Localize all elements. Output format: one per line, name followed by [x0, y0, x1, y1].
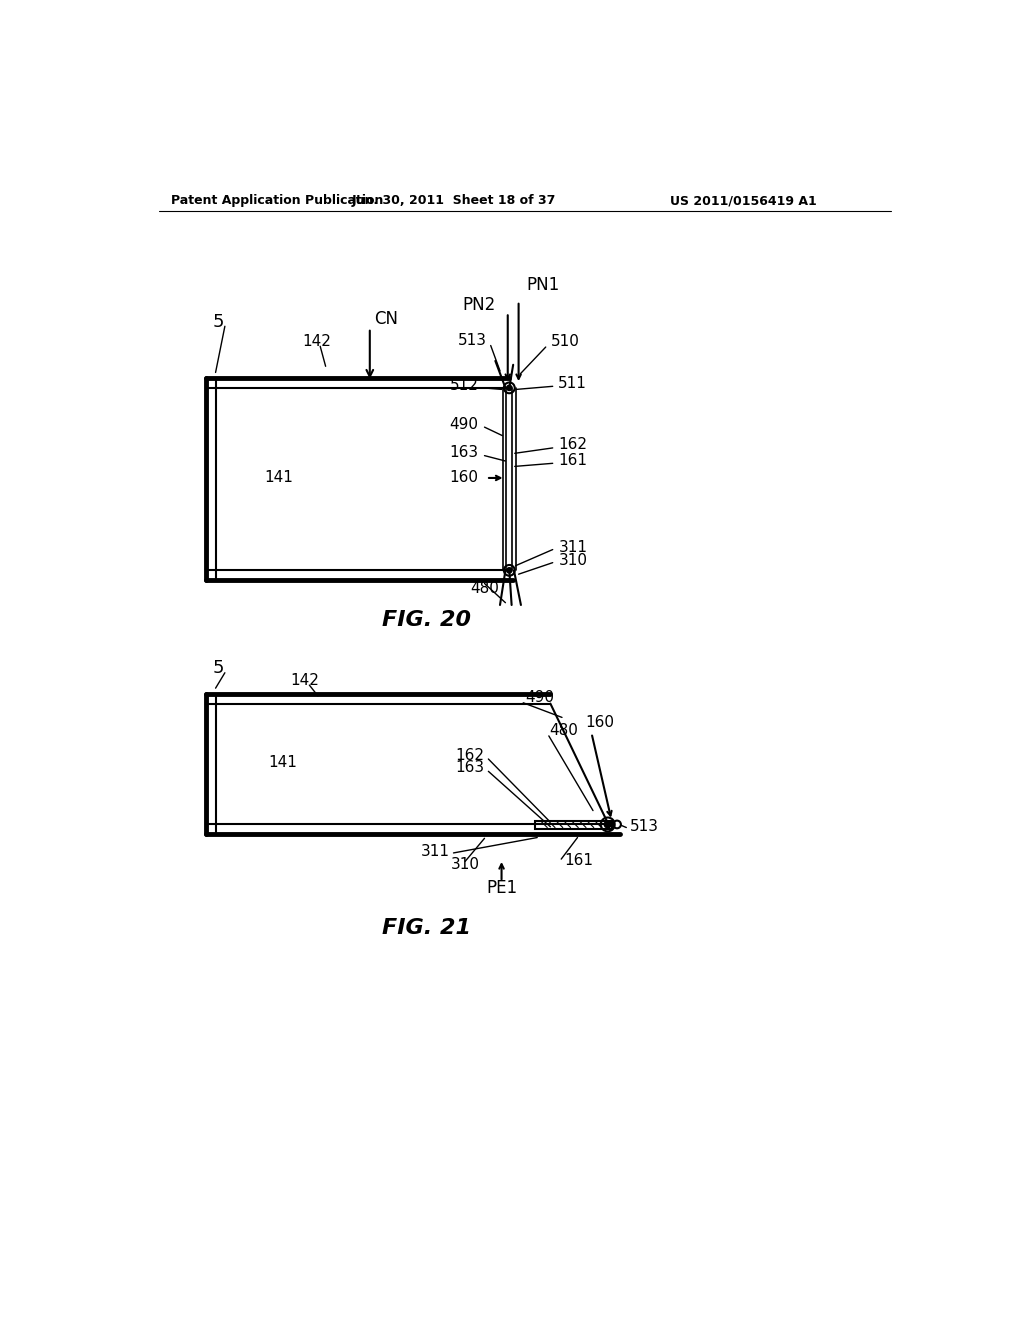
- Circle shape: [507, 385, 512, 391]
- Text: 511: 511: [558, 376, 587, 391]
- Text: PE1: PE1: [486, 879, 517, 896]
- Text: 142: 142: [291, 673, 319, 688]
- Text: CN: CN: [374, 310, 397, 327]
- Bar: [535, 821, 612, 829]
- Text: 161: 161: [564, 853, 593, 869]
- Text: 311: 311: [421, 843, 450, 859]
- Text: 161: 161: [558, 453, 587, 467]
- Text: 162: 162: [456, 747, 484, 763]
- Text: 142: 142: [302, 334, 331, 350]
- Text: 311: 311: [559, 540, 588, 554]
- Text: Patent Application Publication: Patent Application Publication: [171, 194, 383, 207]
- Circle shape: [604, 821, 611, 828]
- Text: 510: 510: [550, 334, 580, 350]
- Text: 480: 480: [549, 723, 578, 738]
- Text: PN1: PN1: [526, 276, 559, 294]
- Text: 160: 160: [586, 714, 614, 730]
- Text: 513: 513: [630, 820, 659, 834]
- Text: FIG. 20: FIG. 20: [382, 610, 471, 631]
- Circle shape: [507, 568, 512, 573]
- Text: 141: 141: [264, 470, 294, 486]
- Text: 162: 162: [558, 437, 587, 453]
- Text: Jun. 30, 2011  Sheet 18 of 37: Jun. 30, 2011 Sheet 18 of 37: [351, 194, 556, 207]
- Text: US 2011/0156419 A1: US 2011/0156419 A1: [671, 194, 817, 207]
- Text: 5: 5: [213, 313, 224, 330]
- Text: 310: 310: [559, 553, 588, 568]
- Text: 163: 163: [456, 760, 484, 775]
- Text: 490: 490: [524, 690, 554, 705]
- Text: 163: 163: [450, 445, 478, 461]
- Text: FIG. 21: FIG. 21: [382, 919, 471, 939]
- Text: 141: 141: [268, 755, 297, 771]
- Text: 5: 5: [213, 659, 224, 677]
- Text: 160: 160: [450, 470, 478, 486]
- Text: PN2: PN2: [463, 296, 496, 314]
- Text: 310: 310: [451, 857, 479, 873]
- Text: 490: 490: [450, 417, 478, 432]
- Text: 480: 480: [470, 581, 499, 595]
- Text: 513: 513: [458, 334, 486, 348]
- Text: 512: 512: [450, 378, 478, 393]
